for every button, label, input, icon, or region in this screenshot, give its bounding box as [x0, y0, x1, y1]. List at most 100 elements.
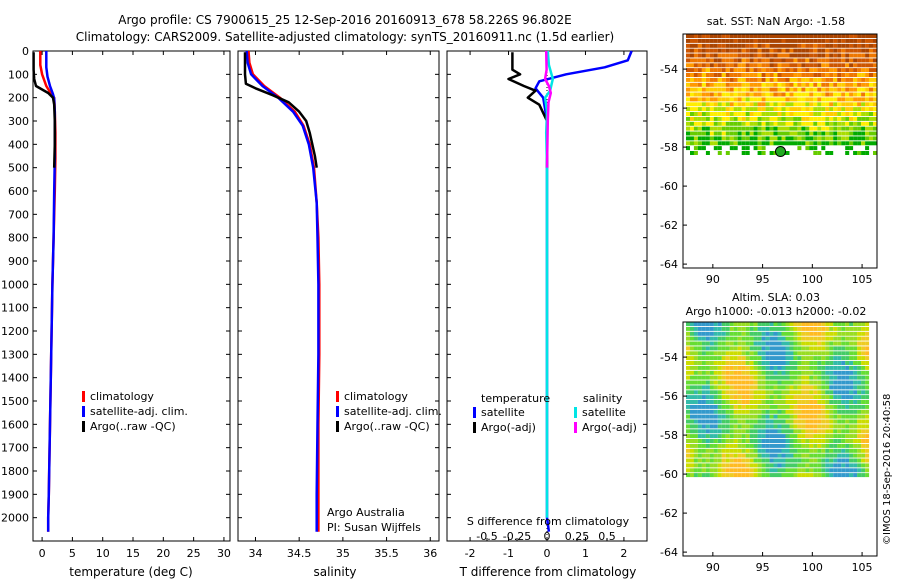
map-grid-cell	[793, 336, 798, 341]
x-tick-label: 35.5	[374, 547, 399, 560]
map-grid-cell	[789, 87, 794, 92]
map-grid-cell	[785, 468, 790, 473]
map-grid-cell	[813, 346, 818, 351]
map-grid-cell	[841, 92, 846, 97]
map-grid-cell	[837, 346, 842, 351]
map-grid-cell	[690, 131, 694, 136]
map-grid-cell	[717, 341, 722, 346]
map-grid-cell	[865, 112, 870, 116]
map-grid-cell	[849, 141, 854, 146]
map-grid-cell	[757, 34, 762, 38]
legend-swatch	[473, 422, 476, 433]
map-grid-cell	[801, 448, 806, 453]
map-grid-cell	[781, 443, 786, 448]
map-grid-cell	[690, 361, 694, 365]
map-grid-cell	[841, 326, 846, 331]
map-grid-cell	[789, 419, 794, 424]
map-grid-cell	[785, 116, 790, 121]
map-grid-cell	[805, 429, 810, 434]
map-grid-cell	[701, 34, 706, 38]
map-grid-cell	[841, 370, 846, 375]
map-grid-cell	[869, 73, 873, 77]
map-grid-cell	[693, 404, 698, 409]
map-grid-cell	[841, 58, 846, 63]
map-grid-cell	[873, 131, 877, 136]
map-grid-cell	[813, 77, 818, 82]
map-grid-cell	[765, 370, 770, 375]
map-grid-cell	[753, 331, 758, 336]
map-grid-cell	[709, 356, 714, 361]
map-grid-cell	[821, 346, 826, 351]
map-grid-cell	[769, 82, 774, 87]
map-grid-cell	[753, 361, 758, 365]
map-grid-cell	[773, 453, 778, 458]
map-grid-cell	[737, 458, 742, 463]
map-grid-cell	[693, 468, 698, 473]
map-grid-cell	[785, 473, 790, 478]
map-grid-cell	[741, 116, 746, 121]
map-grid-cell	[693, 53, 698, 58]
map-grid-cell	[841, 336, 846, 341]
map-grid-cell	[781, 434, 786, 439]
map-grid-cell	[789, 102, 794, 107]
map-grid-cell	[805, 102, 810, 107]
map-grid-cell	[705, 473, 710, 478]
map-grid-cell	[717, 97, 722, 102]
map-grid-cell	[693, 102, 698, 107]
map-grid-cell	[853, 414, 858, 419]
map-grid-cell	[733, 375, 738, 380]
map-grid-cell	[833, 356, 838, 361]
map-grid-cell	[741, 351, 746, 356]
map-grid-cell	[729, 141, 734, 146]
depth-tick-label: 1400	[1, 372, 29, 385]
map-grid-cell	[793, 97, 798, 102]
map-grid-cell	[817, 365, 822, 370]
map-grid-cell	[825, 439, 830, 443]
map-grid-cell	[701, 404, 706, 409]
map-grid-cell	[686, 146, 690, 151]
map-grid-cell	[725, 82, 730, 87]
map-grid-cell	[825, 380, 830, 385]
map-grid-cell	[777, 443, 782, 448]
map-grid-cell	[861, 58, 866, 63]
map-grid-cell	[753, 351, 758, 356]
map-grid-cell	[825, 375, 830, 380]
map-grid-cell	[761, 473, 766, 478]
map-grid-cell	[829, 58, 834, 63]
map-grid-cell	[729, 365, 734, 370]
map-grid-cell	[757, 97, 762, 102]
map-grid-cell	[705, 463, 710, 468]
map-grid-cell	[821, 326, 826, 331]
map-grid-cell	[809, 341, 814, 346]
map-grid-cell	[693, 331, 698, 336]
map-grid-cell	[837, 48, 842, 53]
map-grid-cell	[817, 414, 822, 419]
map-grid-cell	[809, 370, 814, 375]
map-grid-cell	[809, 375, 814, 380]
map-grid-cell	[785, 414, 790, 419]
map-grid-cell	[805, 400, 810, 404]
map-grid-cell	[777, 380, 782, 385]
map-grid-cell	[829, 385, 834, 390]
depth-tick-label: 1700	[1, 442, 29, 455]
map-grid-cell	[697, 112, 702, 116]
series-line-satellite-adj-clim-	[45, 51, 57, 532]
map-grid-cell	[725, 58, 730, 63]
map-grid-cell	[709, 136, 714, 141]
map-grid-cell	[729, 107, 734, 112]
map-grid-cell	[785, 126, 790, 131]
map-grid-cell	[765, 121, 770, 126]
map-grid-cell	[865, 131, 870, 136]
map-grid-cell	[781, 102, 786, 107]
map-grid-cell	[686, 63, 690, 68]
map-grid-cell	[805, 34, 810, 38]
map-grid-cell	[721, 443, 726, 448]
map-grid-cell	[737, 473, 742, 478]
map-grid-cell	[805, 326, 810, 331]
x-tick-label: 1	[582, 547, 589, 560]
x-tick-label: 36	[423, 547, 437, 560]
map-grid-cell	[725, 331, 730, 336]
map-grid-cell	[781, 453, 786, 458]
map-grid-cell	[801, 326, 806, 331]
map-grid-cell	[729, 414, 734, 419]
